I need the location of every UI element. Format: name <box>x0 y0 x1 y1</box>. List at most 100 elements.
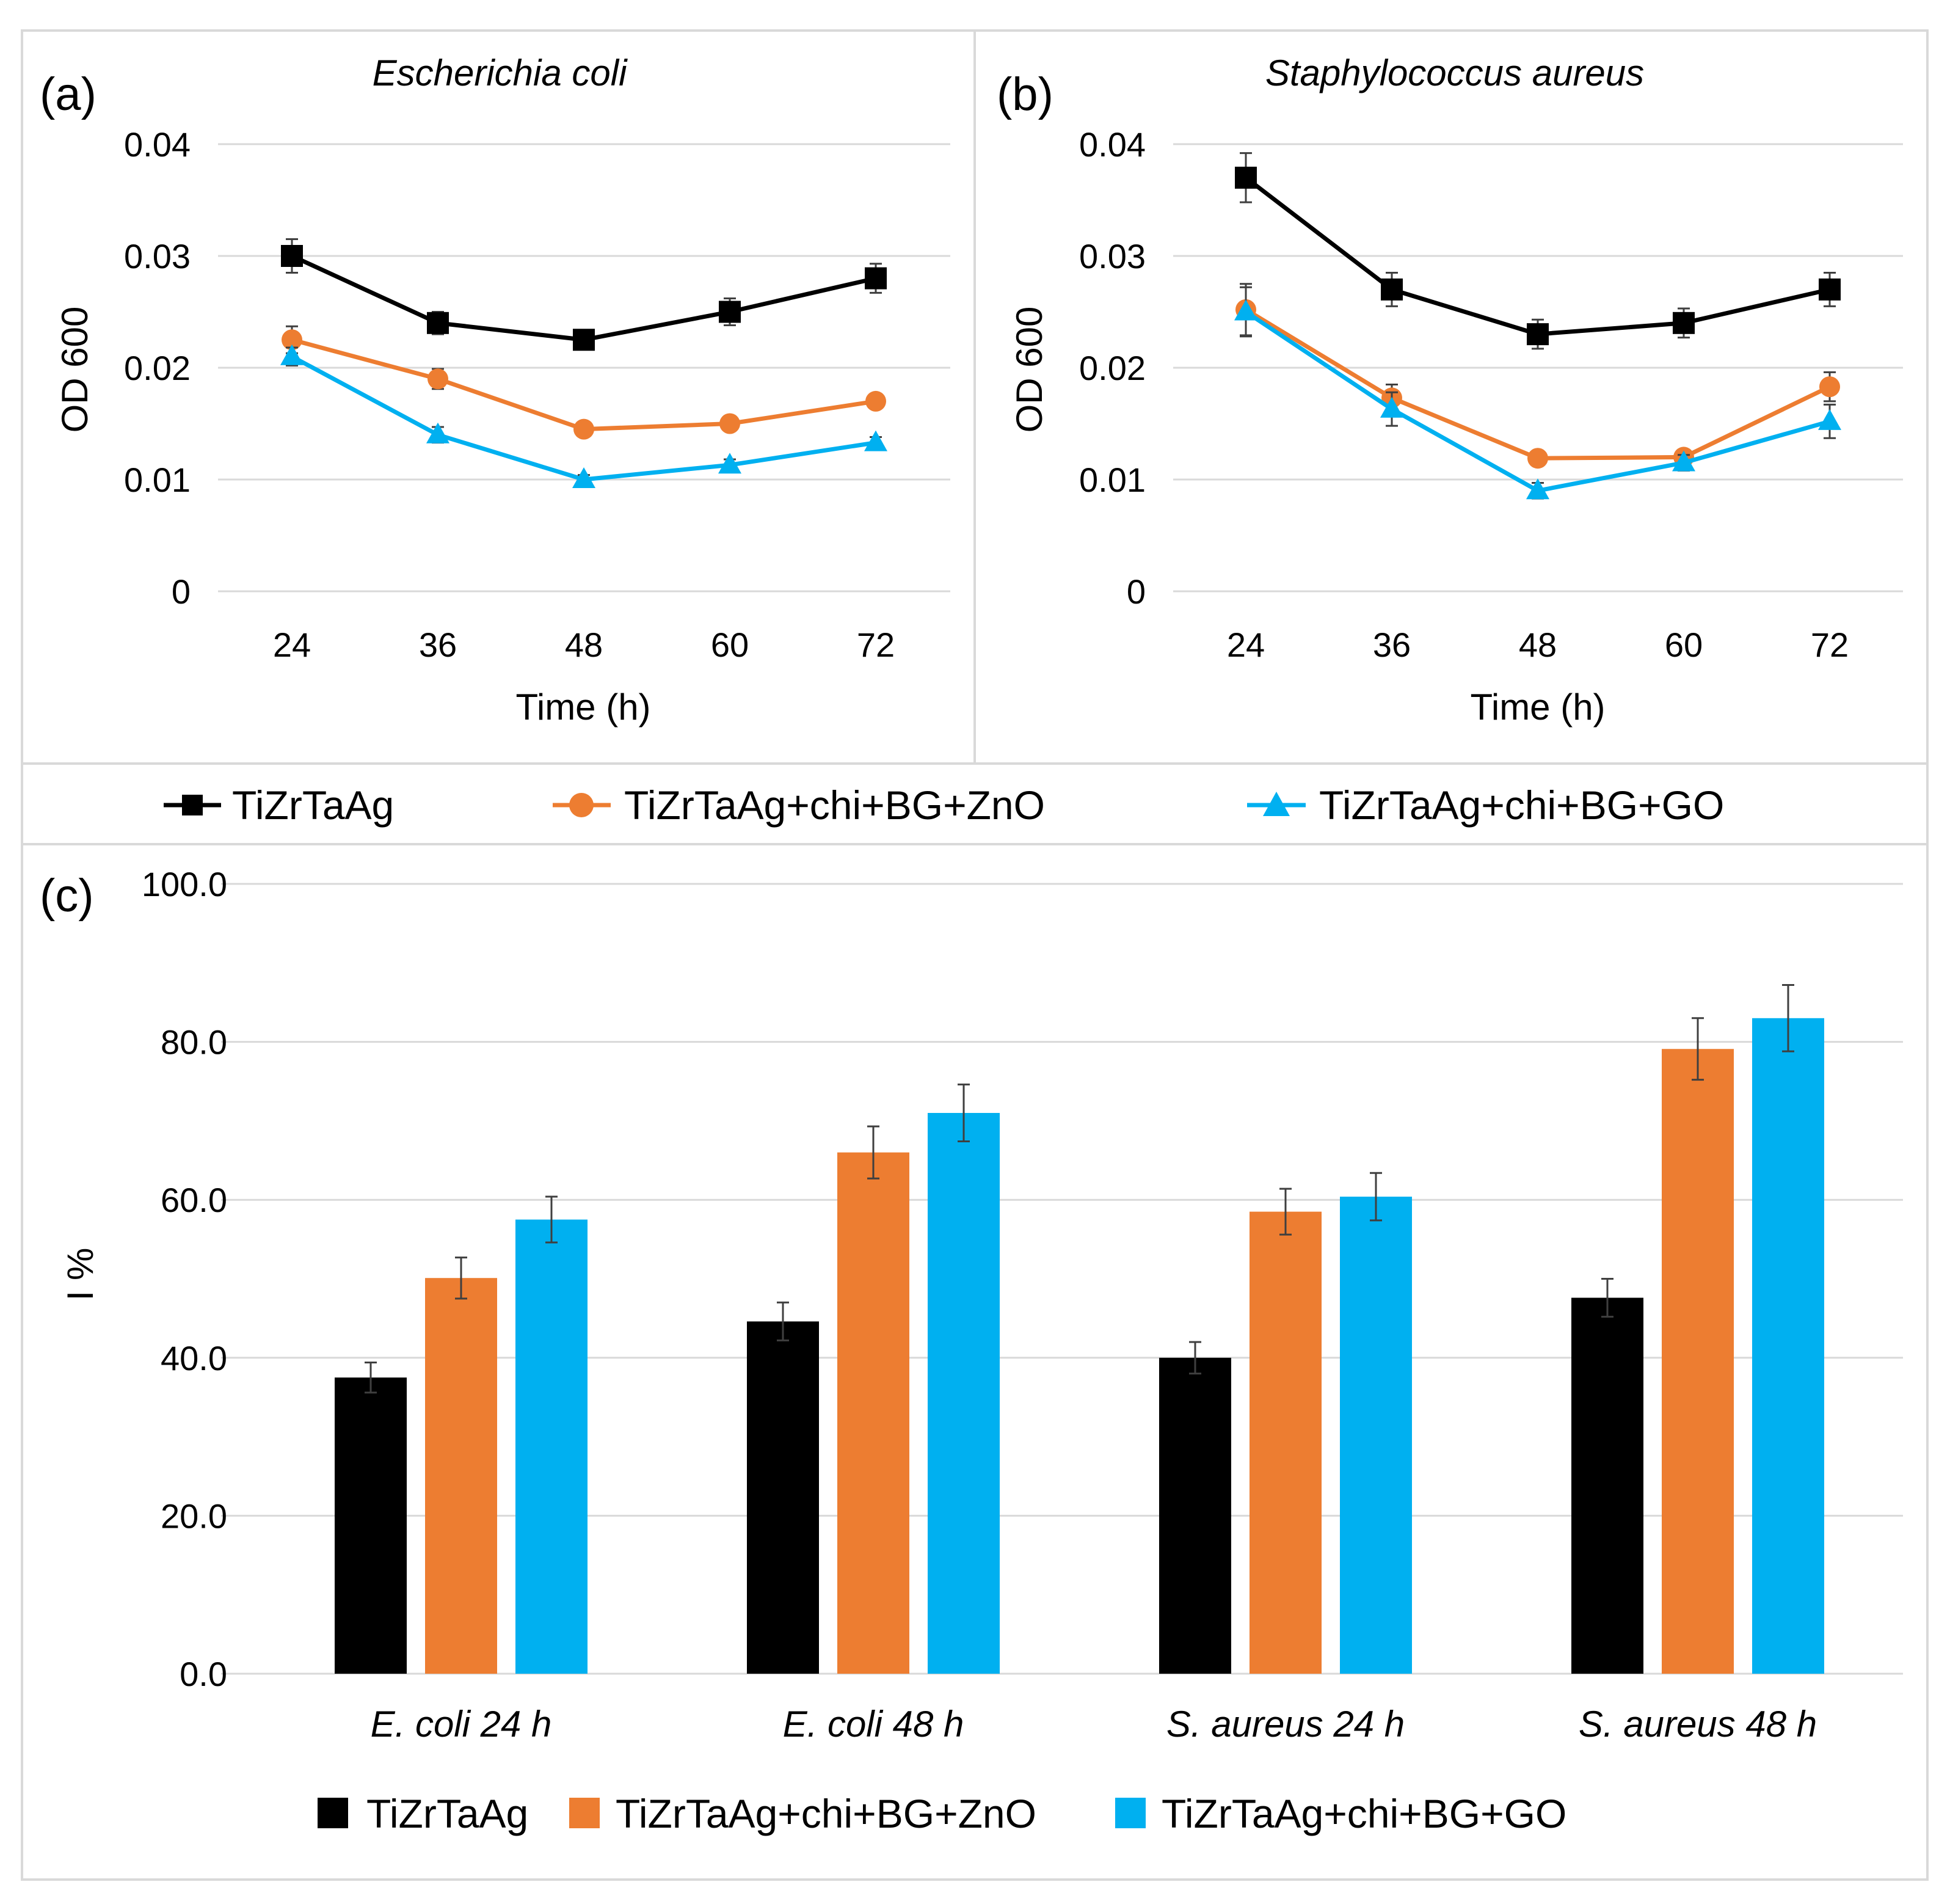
panel-a-plot: 0 0.01 0.02 0.03 0.04 24 36 48 60 72 <box>124 125 950 664</box>
x-tick-label: 60 <box>711 626 749 664</box>
legend-item-zno: TiZrTaAg+chi+BG+ZnO <box>553 782 1045 828</box>
data-point-square <box>1819 278 1841 301</box>
panel-c: (c) I % 0.0 20.0 40.0 60.0 80.0 100.0 E. coli … <box>40 865 1903 1745</box>
x-tick-label: 24 <box>1227 626 1265 664</box>
error-bar <box>867 1125 879 1180</box>
error-bar <box>1370 1172 1382 1222</box>
bar-legend: TiZrTaAg TiZrTaAg+chi+BG+ZnO TiZrTaAg+ch… <box>318 1791 1566 1836</box>
panel-b-title: Staphylococcus aureus <box>1265 53 1644 93</box>
x-tick-label: 72 <box>857 626 895 664</box>
data-point-square <box>1673 312 1695 334</box>
line-legend: TiZrTaAg TiZrTaAg+chi+BG+ZnO TiZrTaAg+ch… <box>164 782 1724 828</box>
y-tick-label: 0.03 <box>124 237 191 275</box>
legend-swatch-black <box>318 1798 348 1828</box>
panel-a-xlabel: Time (h) <box>515 687 650 728</box>
data-point-circle <box>573 418 594 440</box>
data-point-square <box>427 312 449 334</box>
panel-b-plot: 0 0.01 0.02 0.03 0.04 24 36 48 60 72 <box>1079 125 1903 664</box>
data-point-square <box>1235 166 1257 189</box>
data-point-circle <box>282 329 302 351</box>
error-bar <box>545 1195 558 1244</box>
data-point-triangle <box>1672 450 1695 472</box>
y-tick-label: 0.01 <box>1079 461 1146 499</box>
legend-line-label-1: TiZrTaAg+chi+BG+ZnO <box>624 782 1045 828</box>
data-point-circle <box>427 368 448 390</box>
data-point-triangle <box>1526 478 1549 500</box>
y-tick-label: 80.0 <box>161 1023 227 1062</box>
y-tick-label: 0.01 <box>124 461 191 499</box>
data-point-triangle <box>280 344 304 365</box>
bar <box>1571 1297 1643 1674</box>
x-tick-label: 48 <box>565 626 603 664</box>
error-bar <box>365 1362 377 1394</box>
error-bar <box>1279 1187 1292 1236</box>
panel-b-ylabel: OD 600 <box>1009 307 1050 433</box>
data-point-circle <box>719 413 740 434</box>
circle-marker-icon <box>569 793 594 817</box>
bar <box>515 1219 588 1674</box>
data-point-triangle <box>426 422 449 443</box>
panel-b-label: (b) <box>997 68 1053 120</box>
data-point-triangle <box>1818 409 1841 430</box>
data-point-square <box>573 329 595 351</box>
y-tick-label: 0.02 <box>1079 349 1146 387</box>
data-point-triangle <box>718 453 741 474</box>
x-tick-label: 60 <box>1665 626 1703 664</box>
data-point-triangle <box>1380 396 1403 418</box>
y-tick-label: 0.0 <box>180 1655 227 1693</box>
panel-a-ylabel: OD 600 <box>54 307 95 433</box>
panel-a-label: (a) <box>40 68 96 120</box>
panel-a-title: Escherichia coli <box>373 53 628 93</box>
panel-c-plot: 0.0 20.0 40.0 60.0 80.0 100.0 E. coli 24 h E. c… <box>142 865 1903 1745</box>
y-tick-label: 60.0 <box>161 1181 227 1219</box>
legend-line-label-0: TiZrTaAg <box>232 782 394 828</box>
legend-bar-item-tizrtaag: TiZrTaAg <box>318 1791 528 1836</box>
error-bar <box>1782 984 1794 1052</box>
data-point-square <box>281 245 303 267</box>
category-label: E. coli 24 h <box>371 1704 552 1745</box>
error-bar <box>958 1083 970 1143</box>
bar <box>1159 1357 1231 1674</box>
bar <box>1752 1018 1824 1674</box>
legend-bar-label-2: TiZrTaAg+chi+BG+GO <box>1162 1791 1566 1836</box>
panel-c-label: (c) <box>40 870 94 922</box>
legend-bar-label-1: TiZrTaAg+chi+BG+ZnO <box>616 1791 1036 1836</box>
data-point-square <box>865 267 887 290</box>
data-point-square <box>719 301 741 323</box>
legend-line-label-2: TiZrTaAg+chi+BG+GO <box>1319 782 1724 828</box>
data-point-square <box>1381 278 1403 301</box>
x-tick-label: 36 <box>1373 626 1411 664</box>
y-tick-label: 0.02 <box>124 349 191 387</box>
legend-bar-item-zno: TiZrTaAg+chi+BG+ZnO <box>569 1791 1036 1836</box>
panel-c-ylabel: I % <box>60 1248 101 1301</box>
bar <box>837 1152 909 1674</box>
legend-bar-label-0: TiZrTaAg <box>366 1791 528 1836</box>
square-marker-icon <box>182 795 203 815</box>
y-tick-label: 0 <box>172 572 191 611</box>
data-point-triangle <box>1234 299 1257 321</box>
y-tick-label: 20.0 <box>161 1497 227 1535</box>
data-point-circle <box>865 390 886 412</box>
category-label: S. aureus 48 h <box>1579 1704 1817 1745</box>
data-point-circle <box>1527 448 1548 469</box>
panel-b: (b) Staphylococcus aureus OD 600 Time (h… <box>997 53 1903 728</box>
data-point-circle <box>1819 376 1840 398</box>
legend-item-go: TiZrTaAg+chi+BG+GO <box>1247 782 1724 828</box>
error-bar <box>1601 1278 1613 1318</box>
data-point-square <box>1527 323 1549 346</box>
bar <box>928 1112 1000 1674</box>
x-tick-label: 72 <box>1811 626 1849 664</box>
legend-swatch-orange <box>569 1798 600 1828</box>
y-tick-label: 40.0 <box>161 1339 227 1377</box>
triangle-marker-icon <box>1263 792 1290 816</box>
y-tick-label: 0 <box>1127 572 1146 611</box>
category-label: S. aureus 24 h <box>1166 1704 1405 1745</box>
y-tick-label: 0.04 <box>124 125 191 164</box>
legend-swatch-blue <box>1115 1798 1146 1828</box>
bar <box>335 1377 407 1674</box>
panel-b-xlabel: Time (h) <box>1470 687 1605 728</box>
bar <box>425 1278 497 1674</box>
x-tick-label: 48 <box>1519 626 1557 664</box>
x-tick-label: 24 <box>273 626 311 664</box>
